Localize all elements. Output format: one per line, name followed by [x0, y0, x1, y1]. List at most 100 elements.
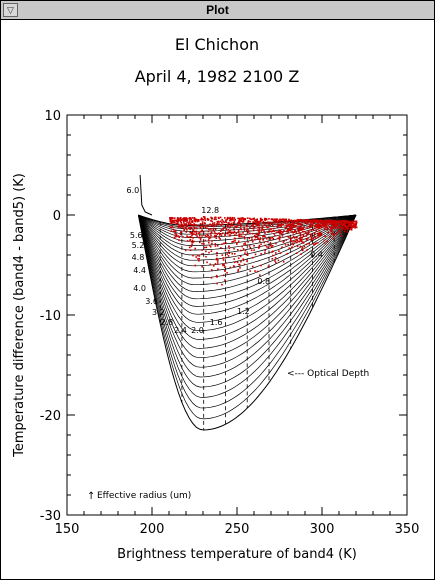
data-point — [208, 251, 210, 254]
data-point — [350, 221, 353, 223]
data-point — [280, 222, 283, 225]
data-point — [300, 253, 302, 255]
data-point — [305, 222, 308, 225]
data-point — [316, 226, 318, 228]
data-point — [238, 263, 240, 266]
data-point — [318, 229, 321, 232]
data-point — [351, 222, 354, 225]
data-point — [329, 220, 331, 222]
data-point — [256, 218, 258, 221]
data-point — [303, 230, 305, 233]
data-point — [329, 226, 331, 228]
data-point — [292, 232, 294, 234]
data-point — [189, 236, 192, 238]
data-point — [326, 240, 328, 243]
data-point — [202, 218, 204, 221]
data-point — [176, 217, 179, 219]
data-point — [200, 217, 203, 219]
data-point — [278, 219, 280, 222]
window-menu-button[interactable]: ▽ — [3, 3, 18, 17]
data-point — [227, 225, 229, 228]
data-point — [242, 217, 245, 220]
data-point — [275, 242, 277, 245]
data-point — [201, 221, 204, 223]
data-point — [187, 223, 190, 225]
data-point — [306, 233, 308, 235]
radius-curve — [138, 214, 357, 388]
data-point — [220, 224, 222, 227]
data-point — [272, 227, 275, 230]
data-point — [299, 245, 302, 248]
data-point — [324, 220, 327, 222]
data-point — [353, 224, 355, 226]
data-point — [273, 218, 276, 221]
data-point — [263, 230, 265, 233]
data-point — [189, 231, 191, 234]
data-point — [207, 219, 209, 221]
data-point — [323, 242, 326, 244]
data-point — [252, 229, 255, 232]
data-point — [224, 234, 226, 236]
data-point — [221, 283, 223, 286]
data-point — [233, 220, 236, 222]
data-point — [236, 243, 238, 245]
x-tick-label: 300 — [310, 522, 335, 537]
data-point — [293, 237, 296, 239]
data-point — [216, 257, 218, 260]
data-point — [308, 219, 310, 221]
data-point — [247, 241, 249, 243]
data-point — [334, 223, 337, 225]
data-point — [224, 242, 227, 244]
data-point — [282, 241, 285, 243]
data-point — [216, 233, 218, 235]
data-point — [260, 264, 262, 267]
data-point — [290, 238, 292, 240]
optical-depth-annotation: <--- Optical Depth — [287, 369, 369, 379]
data-point — [267, 265, 270, 268]
title-bar[interactable]: ▽ Plot — [1, 1, 434, 20]
data-point — [246, 253, 249, 255]
data-point — [278, 224, 281, 227]
data-point — [195, 234, 197, 236]
data-point — [239, 255, 242, 258]
data-point — [231, 217, 234, 220]
data-point — [355, 223, 357, 225]
data-point — [288, 236, 290, 238]
data-point — [185, 217, 187, 219]
data-point — [303, 226, 305, 228]
data-point — [197, 258, 199, 260]
data-point — [331, 233, 333, 235]
data-point — [258, 228, 261, 231]
data-point — [352, 226, 355, 228]
data-point — [291, 228, 294, 230]
data-point — [344, 228, 346, 231]
data-point — [280, 223, 282, 226]
data-point — [257, 238, 260, 240]
data-point — [285, 220, 288, 222]
data-point — [310, 233, 313, 236]
data-point — [332, 237, 335, 240]
data-point — [201, 229, 203, 231]
data-point — [215, 218, 217, 221]
data-point — [189, 227, 191, 229]
data-point — [193, 240, 195, 243]
data-point — [192, 241, 194, 244]
data-point — [240, 249, 242, 252]
data-point — [189, 217, 191, 219]
data-point — [214, 263, 217, 265]
data-point — [202, 224, 205, 227]
data-point — [265, 218, 268, 221]
data-point — [233, 247, 235, 250]
depth-label: 1.2 — [237, 307, 250, 316]
data-point — [306, 227, 308, 229]
data-point — [255, 236, 257, 238]
data-point — [293, 222, 295, 224]
data-point — [328, 219, 330, 222]
data-point — [320, 221, 323, 224]
data-point — [281, 246, 283, 248]
data-point — [281, 231, 283, 233]
data-point — [240, 233, 242, 236]
data-point — [205, 255, 207, 258]
data-point — [231, 241, 233, 243]
data-point — [333, 226, 335, 228]
